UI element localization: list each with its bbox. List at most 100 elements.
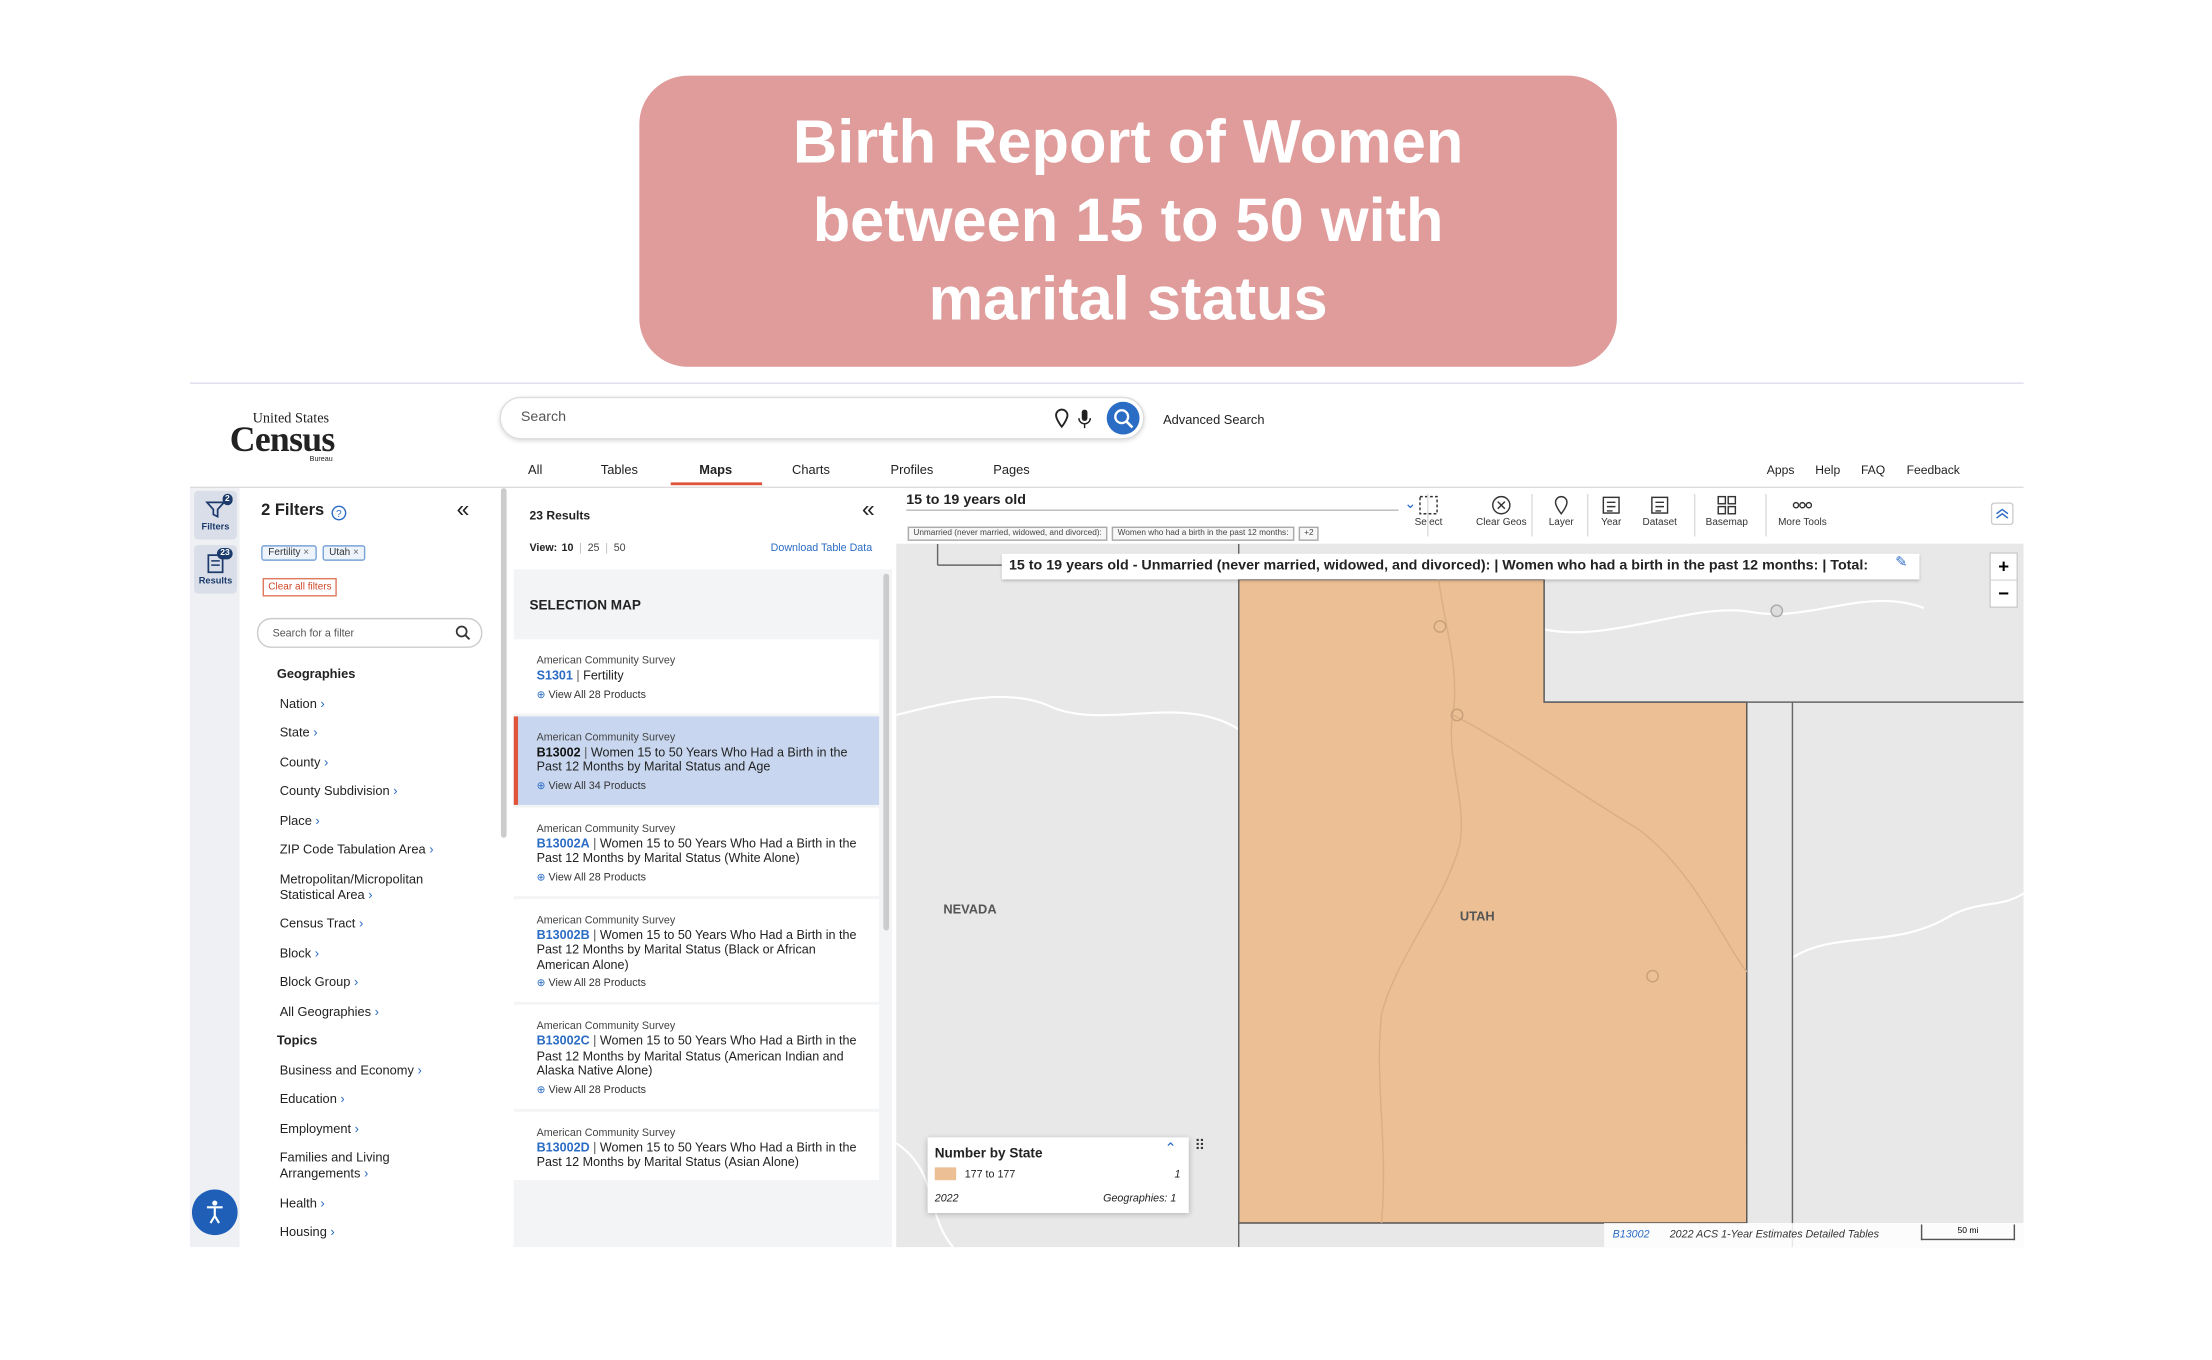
top-link[interactable]: Feedback <box>1906 462 1960 477</box>
result-name: Women 15 to 50 Years Who Had a Birth in … <box>536 1139 857 1169</box>
separator: | <box>589 1139 600 1154</box>
edit-icon[interactable]: ✎ <box>1895 555 1908 571</box>
variable-chips: Unmarried (never married, widowed, and d… <box>907 517 1324 543</box>
filter-item[interactable]: Housing <box>280 1224 448 1240</box>
result-products[interactable]: View All 28 Products <box>537 686 862 703</box>
top-link[interactable]: Apps <box>1766 462 1795 477</box>
top-link[interactable]: Help <box>1815 462 1841 477</box>
legend-swatch <box>934 1167 957 1181</box>
nav-tab[interactable]: Charts <box>792 462 830 477</box>
result-card[interactable]: American Community Survey B13002B | Women… <box>513 898 880 1002</box>
result-card[interactable]: American Community Survey S1301 | Fertili… <box>513 639 880 713</box>
filters-button[interactable]: Filters 2 <box>194 490 237 540</box>
scale-bar: 50 mi <box>1920 1224 2016 1241</box>
filter-search[interactable]: Search for a filter <box>256 617 483 648</box>
collapse-button[interactable]: « <box>861 498 875 523</box>
map-tool[interactable]: More Tools <box>1771 495 1834 528</box>
nav-tab[interactable]: Tables <box>600 462 638 477</box>
advanced-search[interactable]: Advanced Search <box>1163 412 1265 427</box>
filter-item[interactable]: County <box>280 754 448 770</box>
result-code: B13002B <box>536 926 590 942</box>
result-code: B13002D <box>536 1139 590 1154</box>
result-card[interactable]: American Community Survey B13002A | Women… <box>513 807 880 896</box>
result-card[interactable]: American Community Survey B13002 | Women … <box>513 715 880 805</box>
view-option[interactable]: 50 <box>613 540 626 554</box>
result-card[interactable]: American Community Survey B13002C | Women… <box>513 1004 880 1109</box>
search-box[interactable]: Search <box>499 396 1145 440</box>
legend-range: 177 to 177 <box>964 1167 1016 1181</box>
filter-item[interactable]: Metropolitan/Micropolitan Statistical Ar… <box>280 871 448 902</box>
variable-dropdown[interactable]: 15 to 19 years old <box>906 492 1026 509</box>
result-products[interactable]: View All 28 Products <box>537 1081 862 1098</box>
zoom-in[interactable]: + <box>1990 554 2017 581</box>
result-survey: American Community Survey <box>536 912 676 926</box>
result-title: B13002D | Women 15 to 50 Years Who Had a… <box>537 1140 862 1170</box>
filters-title: 2 Filters <box>261 502 325 520</box>
nav-tab[interactable]: Profiles <box>890 462 934 477</box>
collapse-button[interactable]: « <box>456 498 470 523</box>
legend-collapse[interactable]: ⌃ <box>1164 1141 1177 1158</box>
filter-chip[interactable]: Utah <box>321 545 366 561</box>
filter-sections: Geographies Nation State County County Subdi… <box>258 666 448 1247</box>
rail-badge: 2 <box>222 493 233 506</box>
result-card[interactable]: American Community Survey B13002D | Women… <box>513 1110 880 1180</box>
legend-drag[interactable]: ⠿ <box>1194 1138 1205 1155</box>
filter-chip[interactable]: Fertility <box>261 545 317 561</box>
tooltip-bar: 15 to 19 years old - Unmarried (never ma… <box>1001 553 1920 580</box>
search-placeholder: Search <box>520 409 567 426</box>
nav-tab[interactable]: Maps <box>699 462 733 477</box>
top-link[interactable]: FAQ <box>1860 462 1886 477</box>
separator: | <box>589 926 600 942</box>
view-option[interactable]: 25 <box>587 540 600 554</box>
tool-label: Clear Geos <box>1476 518 1527 529</box>
tool-label: Basemap <box>1705 518 1748 529</box>
separator: | <box>579 540 582 554</box>
map-tool[interactable]: Layer <box>1530 495 1593 528</box>
results-button[interactable]: Results 23 <box>194 545 237 594</box>
result-survey: American Community Survey <box>536 1125 676 1139</box>
result-title: B13002 | Women 15 to 50 Years Who Had a … <box>537 744 862 774</box>
filter-item[interactable]: County Subdivision <box>280 783 448 799</box>
clear-filters[interactable]: Clear all filters <box>262 577 338 597</box>
dropdown-underline <box>906 509 1399 511</box>
variable-chip: +2 <box>1298 526 1320 541</box>
nav-tab[interactable]: Pages <box>993 462 1030 477</box>
collapse-toolbar[interactable] <box>1990 502 2014 526</box>
filter-item[interactable]: Block Group <box>280 975 448 991</box>
filter-item[interactable]: Nation <box>280 696 448 712</box>
filter-item[interactable]: All Geographies <box>280 1004 448 1020</box>
map-tool[interactable]: Clear Geos <box>1470 495 1533 528</box>
filter-item[interactable]: Employment <box>280 1121 448 1137</box>
dropdown-chevron[interactable]: ⌄ <box>1404 496 1417 513</box>
result-products[interactable]: View All 28 Products <box>537 975 862 992</box>
result-products[interactable]: View All 28 Products <box>537 868 862 885</box>
filter-item[interactable]: Families and Living Arrangements <box>280 1150 448 1181</box>
download-link[interactable]: Download Table Data <box>770 540 873 554</box>
map-tool[interactable]: Basemap <box>1695 495 1758 528</box>
filter-item[interactable]: Block <box>280 945 448 961</box>
result-products[interactable]: View All 34 Products <box>537 777 862 794</box>
map-tool[interactable]: Dataset <box>1628 495 1691 528</box>
view-option[interactable]: 10 <box>561 540 574 554</box>
map-tool[interactable]: Year <box>1580 495 1643 528</box>
legend-title: Number by State <box>934 1145 1043 1162</box>
filter-item[interactable]: Business and Economy <box>280 1062 448 1078</box>
filter-item[interactable]: Census Tract <box>280 916 448 932</box>
filter-item[interactable]: ZIP Code Tabulation Area <box>280 842 448 858</box>
tool-label: More Tools <box>1778 518 1827 529</box>
help-icon: ? <box>331 505 347 521</box>
zoom-out[interactable]: − <box>1998 582 2010 604</box>
filters-panel: 2 Filters ? « FertilityUtah Clear all fi… <box>239 488 507 1248</box>
filter-item[interactable]: Health <box>280 1195 448 1211</box>
nav-tab[interactable]: All <box>528 462 543 477</box>
filter-item[interactable]: Education <box>280 1092 448 1108</box>
search-icons <box>1055 408 1092 429</box>
tool-icon <box>1717 495 1737 515</box>
filter-item[interactable]: Place <box>280 813 448 829</box>
filter-item[interactable]: State <box>280 725 448 741</box>
results-icon <box>207 554 224 574</box>
search-button[interactable] <box>1106 401 1140 435</box>
footer-code[interactable]: B13002 <box>1612 1227 1650 1241</box>
accessibility-button[interactable] <box>191 1189 238 1236</box>
